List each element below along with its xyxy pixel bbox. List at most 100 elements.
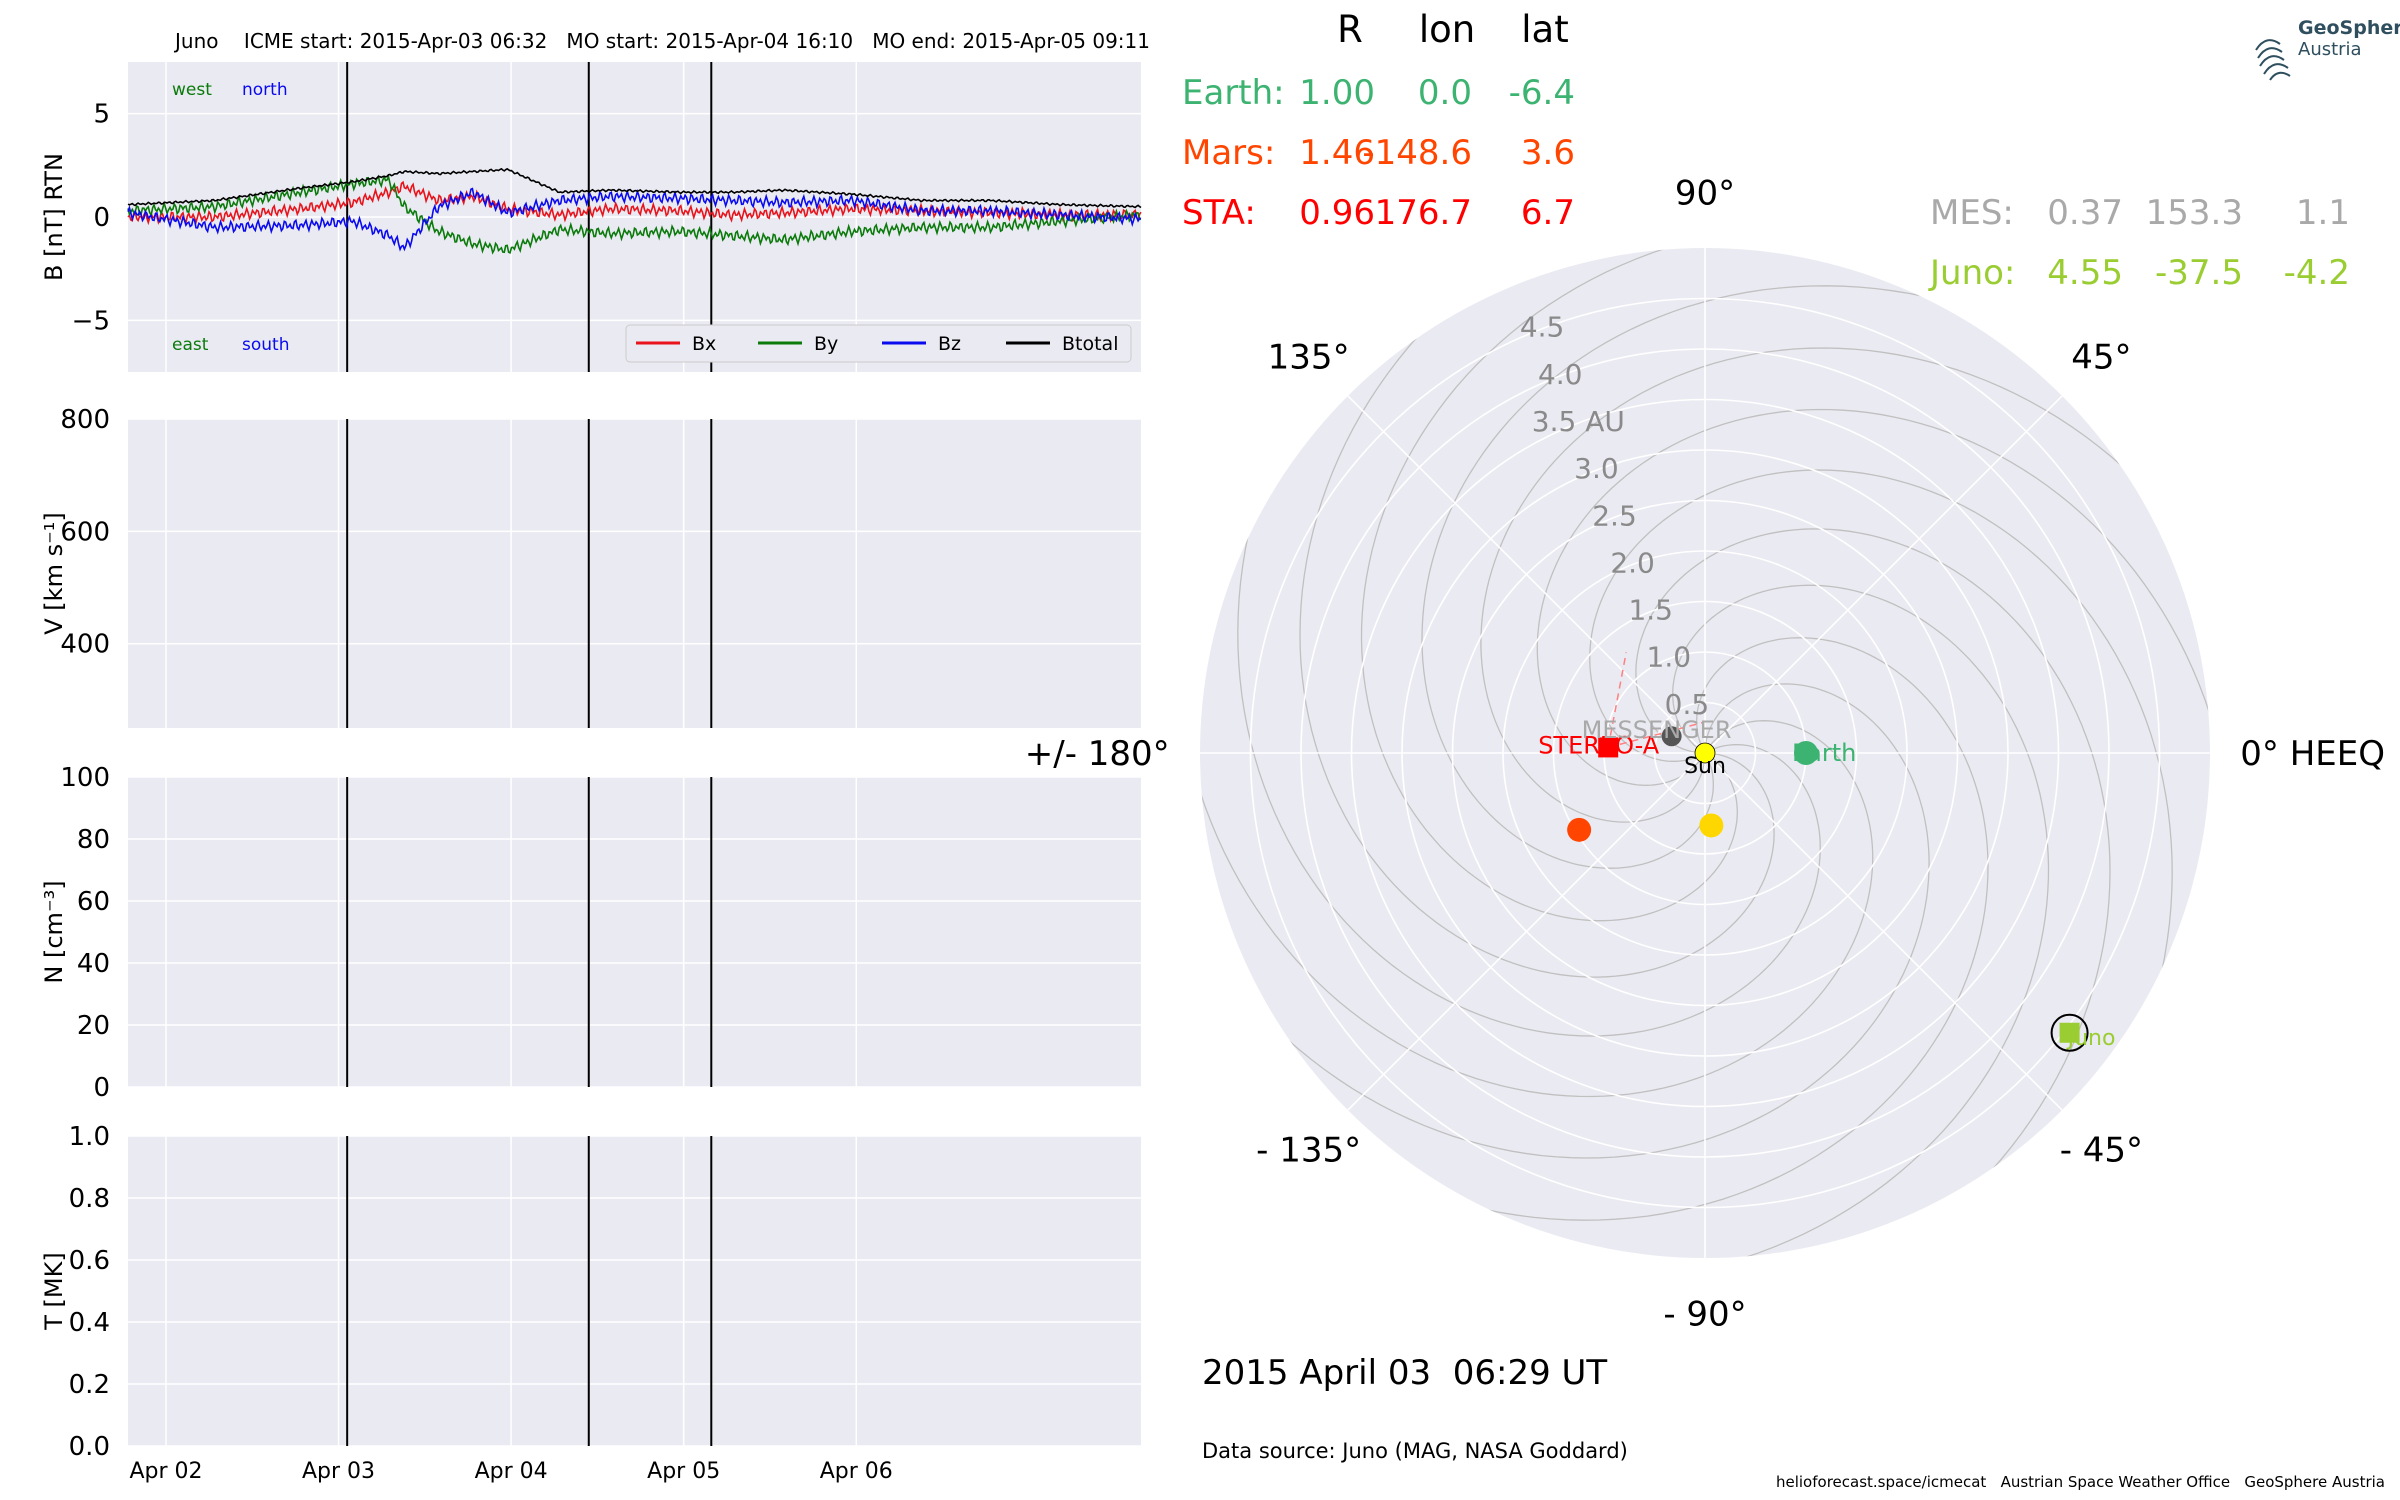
table-header: lon: [1419, 8, 1475, 51]
radial-tick-label: 2.0: [1610, 546, 1655, 579]
series-by: [127, 174, 1142, 255]
legend-box: [625, 324, 1132, 363]
y-tick-label: 400: [60, 630, 110, 660]
row-value: 4.55: [2047, 253, 2123, 293]
juno-highlight-ring: [2050, 1013, 2089, 1052]
polar-plot: 0.5 1.0 1.5 2.0 2.5 3.0 3.5 AU 4.0 4.5 0° HEEQ 45°…: [1025, 173, 2385, 1334]
angle-label: 0° HEEQ: [2240, 734, 2385, 774]
time-series-panels: 5 0 −5B [nT] RTN west north east south Bx By Bz Bt…: [40, 62, 1142, 1484]
radial-tick-label: 3.0: [1574, 452, 1619, 485]
row-value: 1.1: [2296, 193, 2350, 233]
y-tick-label: 0.6: [69, 1246, 110, 1276]
y-tick-label: 1.0: [69, 1122, 110, 1152]
series-bx: [127, 180, 1142, 226]
spiral-line: [1236, 683, 1930, 1159]
label-west: west: [172, 80, 212, 100]
angle-label: 90°: [1675, 173, 1735, 213]
row-name: Earth:: [1182, 73, 1285, 113]
row-value: -148.6: [1362, 133, 1472, 173]
spiral-line: [1360, 248, 1738, 922]
row-value: -4.2: [2284, 253, 2350, 293]
timestamp: 2015 April 03 06:29 UT: [1202, 1353, 1607, 1393]
body-earth: [1794, 741, 1818, 765]
table-header: lat: [1521, 8, 1568, 51]
row-value: 0.96: [1299, 193, 1375, 233]
row-value: 1.46: [1299, 133, 1375, 173]
y-tick-label: 60: [77, 887, 110, 917]
body-stereo-a-label: STEREO-A: [1538, 731, 1660, 759]
spiral-line: [1421, 285, 1994, 869]
radial-tick-label: 2.5: [1592, 499, 1637, 532]
spiral-line: [1237, 464, 1821, 1037]
row-name: Juno:: [1928, 253, 2015, 293]
row-name: STA:: [1182, 193, 1256, 233]
body-messenger-label: MESSENGER: [1582, 716, 1732, 744]
y-axis-label: N [cm⁻³]: [40, 880, 68, 983]
angular-gridline: [1704, 395, 2063, 754]
y-tick-label: −5: [72, 306, 110, 336]
row-value: 3.6: [1521, 133, 1575, 173]
legend-label: By: [814, 333, 838, 355]
spiral-line: [1200, 720, 1874, 1098]
spiral-line: [1480, 347, 2174, 823]
body-juno: [2059, 1022, 2080, 1043]
spiral-line: [1299, 284, 1775, 978]
x-tick-label: Apr 02: [129, 1459, 202, 1484]
angle-label: - 135°: [1256, 1130, 1361, 1170]
body-earth-label: Earth: [1792, 739, 1856, 767]
row-name: Mars:: [1182, 133, 1275, 173]
label-south: south: [242, 335, 289, 355]
radial-tick-label: 1.0: [1647, 641, 1692, 674]
geosphere-logo: GeoSphere Austria: [2255, 17, 2400, 81]
radial-tick-label: 4.0: [1538, 358, 1583, 391]
series-bz: [127, 187, 1142, 252]
plot-title: Juno ICME start: 2015-Apr-03 06:32 MO st…: [173, 29, 1150, 53]
y-tick-label: 80: [77, 825, 110, 855]
y-tick-label: 0: [93, 203, 110, 233]
y-tick-label: 800: [60, 405, 110, 435]
x-tick-label: Apr 06: [820, 1459, 893, 1484]
body-messenger: [1661, 726, 1682, 747]
body-stereo-a: [1598, 737, 1619, 758]
y-tick-label: 5: [93, 100, 110, 130]
table-header: R: [1337, 8, 1363, 51]
body-venus: [1699, 813, 1724, 838]
spiral-line: [1672, 584, 2050, 1258]
legend-label: Bz: [938, 333, 961, 355]
row-value: 6.7: [1521, 193, 1575, 233]
logo-line2: Austria: [2298, 39, 2362, 60]
parker-spirals: [1200, 248, 2210, 1258]
y-tick-label: 100: [60, 763, 110, 793]
label-north: north: [242, 80, 288, 100]
spiral-line: [1536, 408, 2210, 786]
y-axis-label: B [nT] RTN: [40, 153, 68, 281]
radial-tick-label: 1.5: [1628, 594, 1673, 627]
row-value: -37.5: [2155, 253, 2243, 293]
body-juno-label: Juno: [2066, 1026, 2116, 1051]
x-tick-label: Apr 04: [475, 1459, 548, 1484]
row-value: 176.7: [1375, 193, 1472, 233]
y-axis-label: T [MK]: [40, 1252, 68, 1330]
legend: Bx By Bz Btotal: [625, 324, 1132, 363]
y-tick-label: 0: [93, 1073, 110, 1103]
y-tick-label: 0.4: [69, 1308, 110, 1338]
row-value: 1.00: [1299, 73, 1375, 113]
row-value: 0.0: [1418, 73, 1472, 113]
angle-label: - 90°: [1663, 1295, 1746, 1335]
spiral-line: [1416, 637, 1989, 1221]
radial-tick-label: 4.5: [1520, 311, 1565, 344]
y-tick-label: 600: [60, 517, 110, 547]
spiral-line: [1635, 528, 2111, 1222]
angle-label: 45°: [2071, 338, 2131, 378]
sta-fov-line: [1608, 721, 1704, 749]
panel-background: [128, 777, 1141, 1087]
radial-tick-label: 3.5 AU: [1532, 405, 1625, 438]
panel-3: 1.0 0.8 0.6 0.4 0.2 0.0 T [MK] Apr 02 Apr 03 Apr …: [40, 1122, 1141, 1484]
data-source: Data source: Juno (MAG, NASA Goddard): [1202, 1439, 1628, 1463]
y-tick-label: 40: [77, 949, 110, 979]
series-btotal: [127, 167, 1142, 209]
angle-label: +/- 180°: [1025, 734, 1170, 774]
